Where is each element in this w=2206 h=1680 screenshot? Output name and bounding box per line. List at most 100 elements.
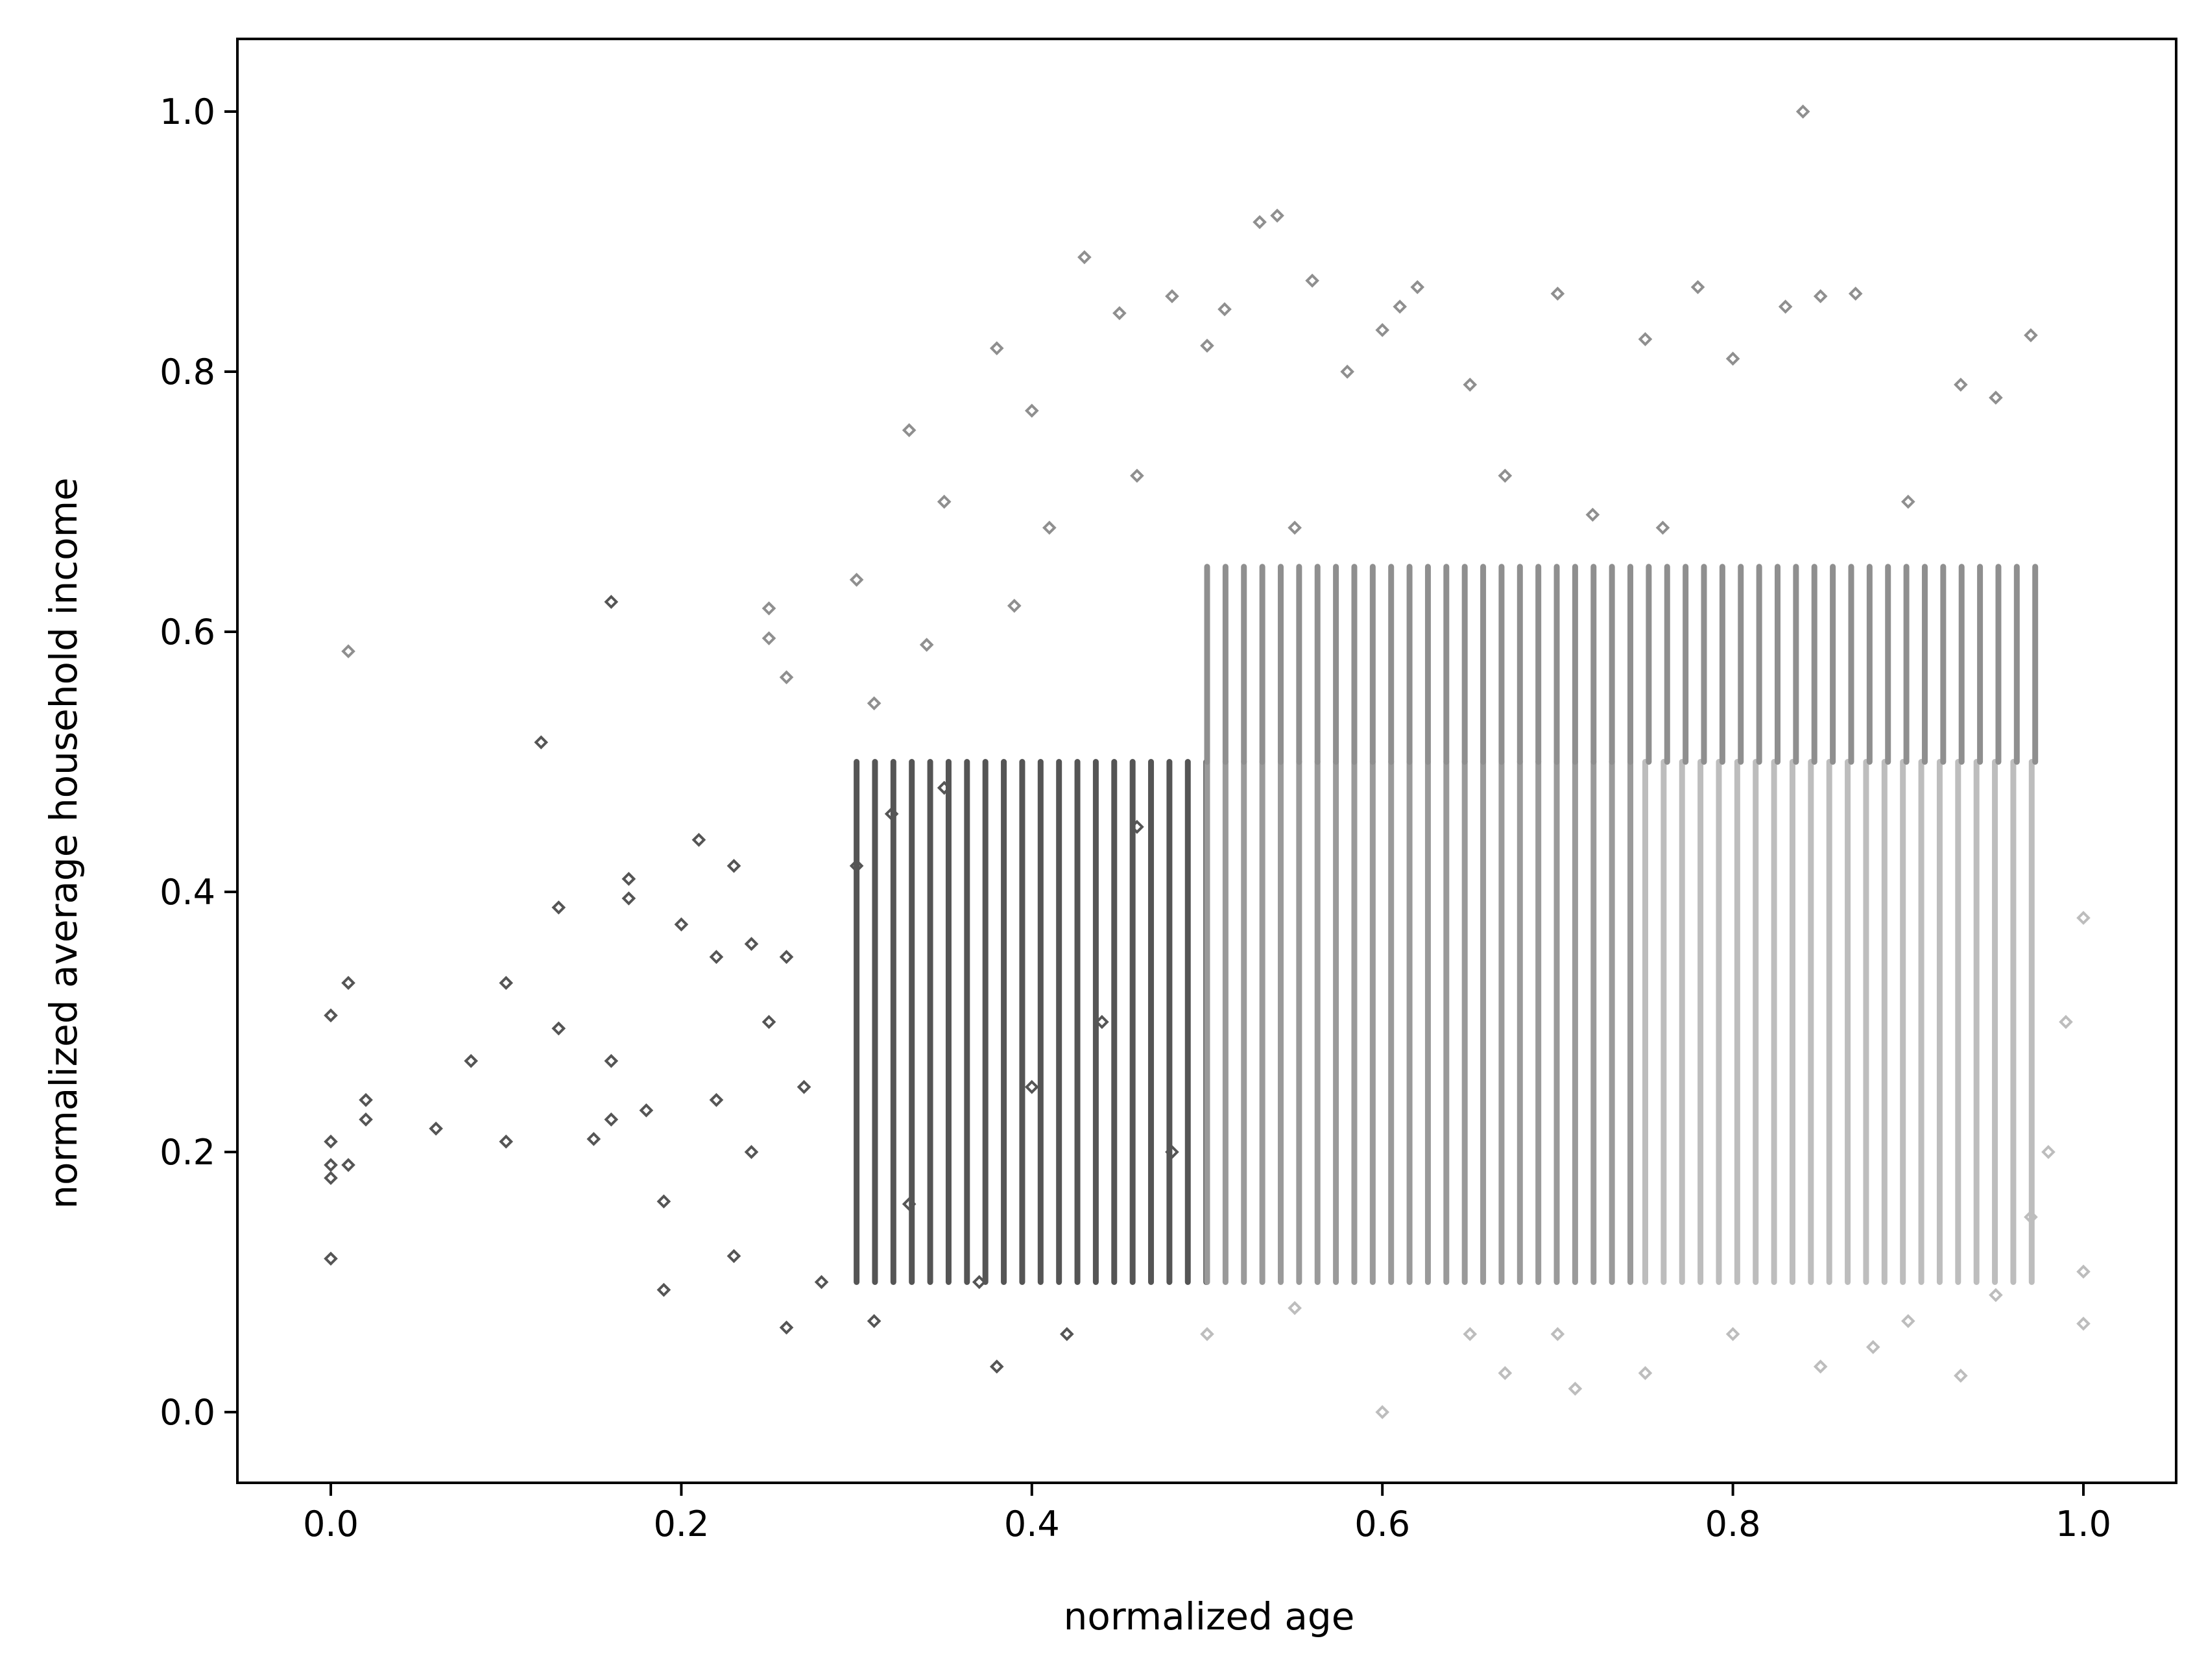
scatter-point (1130, 468, 1144, 483)
scatter-point (1060, 1326, 1074, 1341)
scatter-point (1288, 1301, 1302, 1315)
scatter-point (919, 638, 934, 652)
x-axis: 0.0 0.2 0.4 0.6 0.8 1.0 (303, 1483, 2111, 1544)
scatter-point (709, 950, 724, 965)
scatter-point (1848, 286, 1863, 301)
scatter-point (2041, 1145, 2056, 1159)
scatter-point (324, 1171, 338, 1185)
scatter-point (604, 1112, 619, 1127)
scatter-point (1498, 1366, 1513, 1380)
scatter-point (709, 1092, 724, 1107)
scatter-point (797, 1079, 811, 1094)
scatter-point (1795, 104, 1810, 119)
scatter-point (551, 1021, 566, 1036)
scatter-point (1200, 1326, 1214, 1341)
scatter-point (1813, 1359, 1828, 1374)
scatter-point (1305, 273, 1319, 288)
scatter-point (1024, 1079, 1039, 1094)
scatter-point (1954, 378, 1968, 392)
y-tick-label: 1.0 (160, 91, 215, 132)
scatter-point (1217, 302, 1232, 317)
scatter-point (779, 1320, 794, 1335)
scatter-point (1900, 1314, 1915, 1328)
scatter-point (324, 1008, 338, 1023)
scatter-point (849, 572, 864, 587)
scatter-point (726, 1249, 741, 1264)
scatter-point (814, 1275, 829, 1290)
scatter-point (1954, 1369, 1968, 1383)
scatter-point (1989, 1288, 2003, 1302)
scatter-point (744, 937, 759, 952)
scatter-point (761, 631, 776, 645)
scatter-point (359, 1092, 373, 1107)
scatter-point (761, 1014, 776, 1029)
scatter-point (2059, 1014, 2073, 1029)
scatter-point (1024, 403, 1039, 418)
scatter-point (324, 1158, 338, 1172)
scatter-point (1042, 520, 1057, 535)
scatter-point (1865, 1339, 1880, 1354)
scatter-point (1112, 306, 1127, 320)
scatter-point (621, 891, 636, 906)
y-tick-label: 0.2 (160, 1132, 215, 1173)
y-tick-label: 0.0 (160, 1392, 215, 1433)
scatter-point (1200, 339, 1214, 353)
scatter-point (1463, 378, 1478, 392)
x-tick-label: 0.8 (1705, 1504, 1761, 1544)
scatter-point (1393, 299, 1408, 314)
scatter-point (972, 1275, 987, 1290)
scatter-point (656, 1194, 671, 1209)
scatter-point (1989, 390, 2003, 405)
x-tick-label: 0.0 (303, 1504, 359, 1544)
scatter-point (1165, 289, 1179, 304)
scatter-point (1638, 332, 1653, 346)
scatter-point (779, 950, 794, 965)
dense-point-bands (854, 564, 2039, 1285)
scatter-point (2024, 1210, 2038, 1225)
scatter-point (604, 595, 619, 609)
scatter-point (1463, 1326, 1478, 1341)
scatter-point (621, 872, 636, 886)
scatter-point (324, 1134, 338, 1149)
scatter-point (639, 1103, 654, 1118)
scatter-point (726, 859, 741, 873)
scatter-point (1900, 494, 1915, 509)
scatter-point (2076, 1264, 2091, 1279)
scatter-point (586, 1132, 601, 1146)
scatter-point (902, 1197, 917, 1212)
x-tick-label: 0.4 (1004, 1504, 1060, 1544)
scatter-point (324, 1251, 338, 1266)
y-axis-label: normalized average household income (42, 477, 86, 1209)
scatter-point (1340, 365, 1354, 379)
scatter-point (604, 1053, 619, 1068)
scatter-point (2076, 911, 2091, 925)
scatter-point (761, 601, 776, 616)
scatter-point (1655, 520, 1670, 535)
scatter-point (1690, 280, 1705, 294)
scatter-point (1725, 1326, 1740, 1341)
scatter-point (499, 1134, 514, 1149)
scatter-point (1568, 1382, 1583, 1396)
scatter-point (1725, 352, 1740, 366)
scatter-points (324, 104, 2091, 1419)
scatter-point (1253, 215, 1267, 230)
scatter-point (1130, 819, 1144, 834)
scatter-point (1375, 1405, 1390, 1419)
scatter-point (1007, 599, 1022, 613)
scatter-point (2024, 328, 2038, 342)
scatter-point (534, 735, 549, 750)
scatter-point (744, 1145, 759, 1159)
scatter-point (1550, 1326, 1565, 1341)
y-tick-label: 0.6 (160, 612, 215, 653)
x-tick-label: 0.2 (653, 1504, 709, 1544)
scatter-point (1288, 520, 1302, 535)
y-tick-label: 0.8 (160, 352, 215, 392)
scatter-point (341, 1158, 355, 1172)
scatter-point (674, 917, 689, 931)
scatter-point (1585, 507, 1600, 522)
scatter-point (1165, 1145, 1179, 1159)
scatter-point (884, 806, 899, 821)
scatter-point (464, 1053, 478, 1068)
